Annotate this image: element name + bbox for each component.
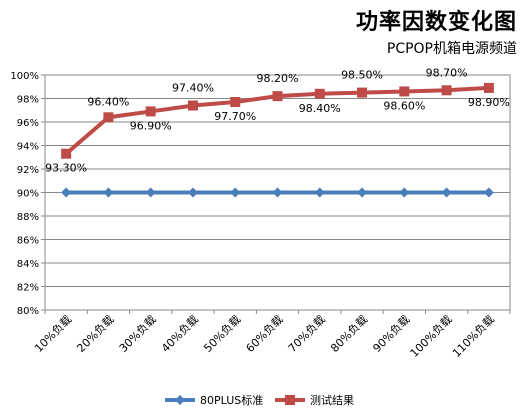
legend-label: 80PLUS标准: [200, 393, 263, 407]
x-tick-label: 110%负载: [449, 312, 497, 360]
legend-label: 测试结果: [310, 394, 354, 407]
data-point: [103, 112, 114, 123]
data-point: [145, 106, 156, 117]
y-tick-label: 100%: [10, 71, 39, 82]
y-tick-label: 86%: [17, 236, 39, 247]
data-label: 97.70%: [214, 110, 256, 123]
data-label: 96.90%: [130, 119, 172, 132]
data-point: [187, 100, 198, 111]
x-tick-label: 80%负载: [327, 312, 370, 355]
y-tick-label: 84%: [17, 259, 39, 270]
data-label: 93.30%: [45, 162, 87, 175]
y-tick-label: 94%: [17, 142, 39, 153]
data-label: 98.60%: [383, 99, 425, 112]
data-point: [272, 91, 283, 102]
data-point: [483, 82, 494, 93]
data-label: 98.40%: [299, 102, 341, 115]
x-tick-label: 90%负载: [370, 312, 413, 355]
x-tick-label: 10%负载: [32, 312, 75, 355]
y-tick-label: 92%: [17, 165, 39, 176]
data-label: 97.40%: [172, 82, 214, 95]
data-point: [61, 187, 72, 198]
data-point: [314, 187, 325, 198]
data-point: [399, 187, 410, 198]
data-point: [441, 85, 452, 96]
y-tick-label: 80%: [17, 306, 39, 317]
data-point: [314, 88, 325, 99]
legend-marker: [285, 395, 295, 405]
x-tick-label: 50%负载: [201, 312, 244, 355]
data-point: [399, 86, 410, 97]
data-label: 98.50%: [341, 69, 383, 82]
data-point: [441, 187, 452, 198]
chart-title: 功率因数变化图: [355, 10, 517, 35]
data-point: [483, 187, 494, 198]
y-tick-label: 82%: [17, 283, 39, 294]
data-label: 98.90%: [468, 96, 510, 109]
x-tick-label: 100%负载: [407, 312, 455, 360]
x-tick-label: 40%负载: [158, 312, 201, 355]
data-point: [357, 187, 368, 198]
data-point: [357, 87, 368, 98]
data-label: 98.70%: [426, 66, 468, 79]
data-point: [272, 187, 283, 198]
x-tick-label: 60%负载: [243, 312, 286, 355]
data-label: 96.40%: [87, 95, 129, 108]
x-tick-label: 30%负载: [116, 312, 159, 355]
data-label: 98.20%: [257, 72, 299, 85]
y-tick-label: 98%: [17, 95, 39, 106]
y-tick-label: 90%: [17, 189, 39, 200]
x-tick-label: 20%负载: [74, 312, 117, 355]
data-point: [103, 187, 114, 198]
data-point: [230, 97, 241, 108]
data-point: [187, 187, 198, 198]
data-point: [145, 187, 156, 198]
y-tick-label: 96%: [17, 118, 39, 129]
data-point: [230, 187, 241, 198]
x-tick-label: 70%负载: [285, 312, 328, 355]
chart-subtitle: PCPOP机箱电源频道: [386, 41, 517, 57]
y-tick-label: 88%: [17, 212, 39, 223]
legend-marker: [175, 395, 185, 405]
data-point: [61, 148, 72, 159]
